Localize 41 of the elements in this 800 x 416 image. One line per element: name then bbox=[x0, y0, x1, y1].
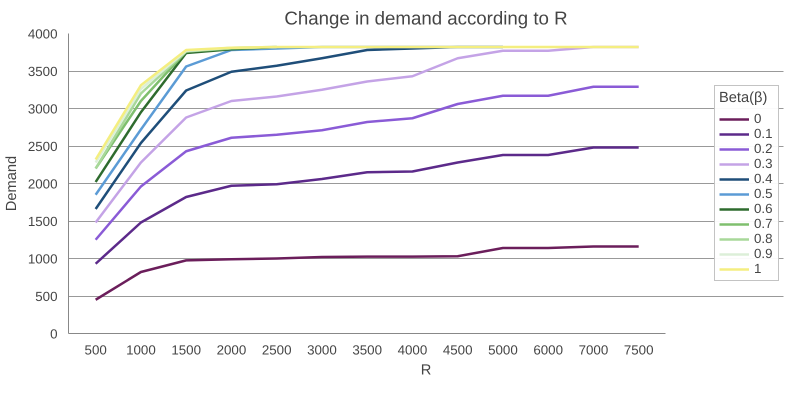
legend-label: 0.5 bbox=[754, 186, 774, 201]
y-axis-title: Demand bbox=[4, 156, 20, 212]
x-tick-label: 1000 bbox=[126, 342, 156, 358]
legend-label: 0.4 bbox=[754, 171, 774, 186]
x-tick-label: 500 bbox=[84, 342, 107, 358]
y-tick-label: 2000 bbox=[28, 176, 58, 192]
legend-label: 0 bbox=[754, 111, 762, 126]
x-axis-title: R bbox=[420, 362, 432, 378]
legend-label: 0.8 bbox=[754, 231, 774, 246]
x-tick-label: 4500 bbox=[442, 342, 473, 358]
line-series bbox=[94, 46, 640, 161]
y-tick-label: 1000 bbox=[28, 252, 58, 266]
x-tick-label: 3500 bbox=[352, 342, 382, 358]
line-series bbox=[94, 146, 640, 265]
y-tick-label: 4000 bbox=[28, 26, 58, 42]
line-series bbox=[94, 86, 640, 241]
x-tick-label: 2500 bbox=[262, 342, 292, 358]
x-tick-label: 1500 bbox=[171, 342, 201, 358]
x-tick-label: 3000 bbox=[307, 342, 337, 358]
y-tick-label: 500 bbox=[35, 289, 58, 304]
x-tick-label: 7000 bbox=[578, 342, 608, 358]
x-tick-label: 5000 bbox=[488, 342, 518, 358]
chart-title: Change in demand according to R bbox=[284, 8, 568, 28]
y-tick-label: 3500 bbox=[28, 64, 58, 79]
y-tick-label: 1500 bbox=[28, 214, 58, 229]
legend-label: 0.2 bbox=[754, 141, 774, 156]
y-tick-label: 2500 bbox=[28, 139, 58, 154]
y-tick-label: 0 bbox=[50, 326, 58, 342]
legend-label: 0.9 bbox=[754, 246, 774, 261]
x-tick-label: 4000 bbox=[398, 342, 428, 358]
x-tick-label: 7500 bbox=[624, 342, 654, 358]
legend-label: 0.6 bbox=[754, 201, 774, 216]
y-tick-label: 3000 bbox=[28, 102, 58, 116]
legend-label: 0.1 bbox=[754, 126, 774, 141]
line-series bbox=[94, 245, 640, 301]
legend-title: Beta(β) bbox=[719, 90, 768, 106]
legend-label: 0.7 bbox=[754, 216, 774, 231]
x-tick-label: 2000 bbox=[216, 342, 246, 358]
x-tick-label: 6000 bbox=[533, 342, 564, 358]
legend-label: 1 bbox=[754, 261, 762, 276]
legend-label: 0.3 bbox=[754, 156, 774, 171]
